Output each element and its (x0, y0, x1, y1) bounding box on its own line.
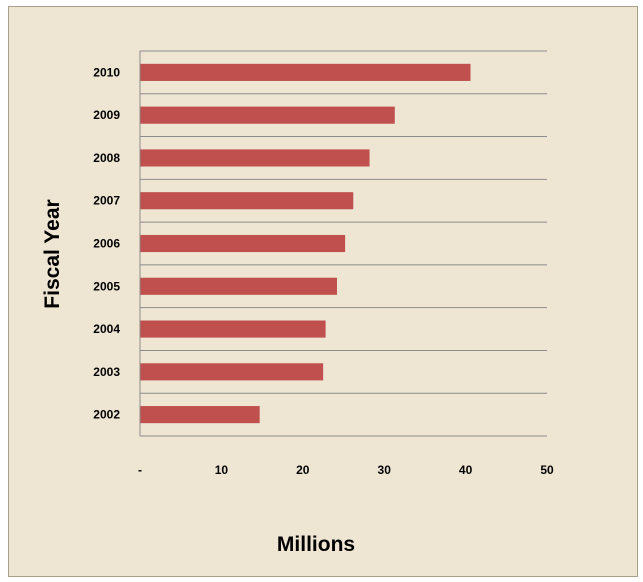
x-tick-label: 50 (540, 463, 554, 477)
bar-chart: 2002 2003 2004 2005 2006 2007 2008 2009 2010 - 10… (41, 50, 554, 556)
bar-2008 (140, 149, 370, 167)
y-tick-label-2006: 2006 (93, 237, 120, 251)
x-axis-title: Millions (277, 533, 355, 556)
bar-2006 (140, 234, 346, 253)
y-tick-label-2004: 2004 (93, 322, 120, 336)
y-tick-label-2010: 2010 (93, 65, 120, 79)
y-tick-label-2009: 2009 (93, 108, 120, 122)
y-tick-label-2008: 2008 (93, 151, 120, 165)
bar-2007 (140, 192, 354, 210)
y-tick-label-2007: 2007 (93, 194, 120, 208)
bar-2009 (140, 106, 395, 124)
y-tick-label-2003: 2003 (93, 365, 120, 379)
y-tick-labels: 2002 2003 2004 2005 2006 2007 2008 2009 2010 (93, 65, 120, 421)
gridlines (140, 50, 547, 437)
bar-2010 (140, 63, 471, 81)
x-tick-label: 30 (378, 463, 392, 477)
x-tick-label: - (138, 463, 142, 477)
y-tick-label-2005: 2005 (93, 279, 120, 293)
x-tick-label: 20 (296, 463, 310, 477)
x-tick-labels: - 10 20 30 40 50 (138, 463, 554, 477)
bar-2003 (140, 363, 324, 381)
bars (140, 63, 471, 424)
x-tick-label: 10 (215, 463, 229, 477)
bar-2004 (140, 320, 326, 338)
y-tick-label-2002: 2002 (93, 408, 120, 422)
x-tick-label: 40 (459, 463, 473, 477)
chart-frame: 2002 2003 2004 2005 2006 2007 2008 2009 2010 - 10… (8, 6, 638, 577)
y-axis-title: Fiscal Year (41, 199, 64, 308)
bar-2002 (140, 406, 260, 424)
bar-2005 (140, 277, 337, 295)
